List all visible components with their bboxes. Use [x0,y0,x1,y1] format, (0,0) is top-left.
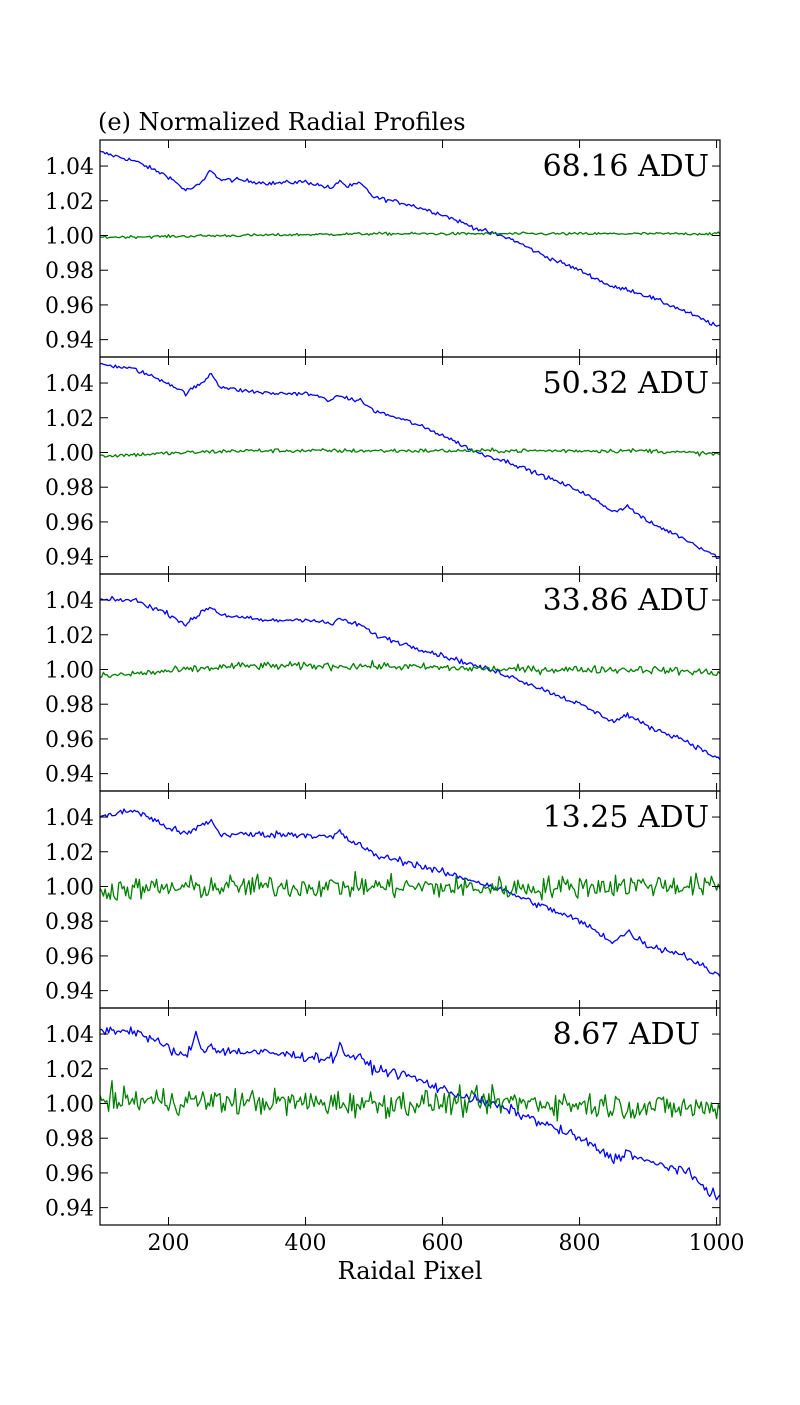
panel-5: 0.94 0.96 0.98 1.00 1.02 1.04 8.67 ADU [45,1007,721,1226]
x-tick-label: 600 [422,1231,464,1256]
x-tick-label: 400 [285,1231,327,1256]
y-tick-label: 0.94 [45,1197,94,1222]
y-tick-label: 1.02 [45,624,94,649]
y-tick-label: 0.98 [45,693,94,718]
panel-adu-label: 50.32 ADU [543,366,709,401]
panel-adu-label: 13.25 ADU [543,800,709,835]
y-tick-label: 0.94 [45,980,94,1005]
y-tick-label: 1.04 [45,806,94,831]
y-tick-label: 1.00 [45,658,94,683]
ratio-line [100,659,720,679]
x-axis-label: Raidal Pixel [338,1257,483,1285]
y-tick-label: 0.96 [45,1162,94,1187]
y-tick-label: 1.00 [45,875,94,900]
profile-line [100,150,720,327]
panel-4: 0.94 0.96 0.98 1.00 1.02 1.04 13.25 ADU [45,790,721,1009]
chart-title: (e) Normalized Radial Profiles [98,108,466,136]
panel-adu-label: 8.67 ADU [553,1017,700,1052]
profile-line [100,808,720,978]
y-tick-label: 1.02 [45,841,94,866]
profile-line [100,362,720,560]
panel-adu-label: 33.86 ADU [543,583,709,618]
y-tick-label: 1.04 [45,372,94,397]
panel-2: 0.94 0.96 0.98 1.00 1.02 1.04 50.32 ADU [45,356,721,575]
y-tick-label: 1.02 [45,407,94,432]
y-tick-label: 1.02 [45,1058,94,1083]
panel-adu-label: 68.16 ADU [543,149,709,184]
y-tick-label: 1.00 [45,441,94,466]
y-tick-label: 0.98 [45,910,94,935]
x-axis: 200 400 600 800 1000 [148,1231,745,1256]
y-tick-label: 0.96 [45,728,94,753]
y-tick-label: 0.94 [45,763,94,788]
y-tick-label: 1.00 [45,1092,94,1117]
y-tick-label: 0.98 [45,476,94,501]
y-tick-label: 0.96 [45,511,94,536]
x-tick-label: 200 [148,1231,190,1256]
y-tick-label: 0.98 [45,1127,94,1152]
profile-line [100,595,720,761]
ratio-line [100,231,720,240]
y-tick-label: 1.04 [45,155,94,180]
panels-group: 0.940.960.981.001.021.04 68.16 ADU0.940.9… [45,139,721,1226]
y-tick-label: 1.00 [45,224,94,249]
x-tick-label: 1000 [689,1231,745,1256]
y-tick-label: 0.98 [45,259,94,284]
y-tick-label: 0.94 [45,546,94,571]
y-tick-label: 0.96 [45,945,94,970]
panel-3: 0.94 0.96 0.98 1.00 1.02 1.04 33.86 ADU [45,573,721,792]
profile-line [100,1026,720,1201]
y-tick-label: 1.04 [45,1023,94,1048]
ratio-line [100,870,720,901]
panel-1: 0.94 0.96 0.98 1.00 1.02 1.04 68.16 ADU [45,139,721,358]
ratio-line [100,447,720,458]
x-tick-label: 800 [559,1231,601,1256]
ratio-line [100,1080,720,1122]
y-tick-label: 0.96 [45,294,94,319]
y-tick-label: 1.04 [45,589,94,614]
y-tick-label: 0.94 [45,329,94,354]
panel-frame [99,1007,721,1226]
y-tick-label: 1.02 [45,190,94,215]
